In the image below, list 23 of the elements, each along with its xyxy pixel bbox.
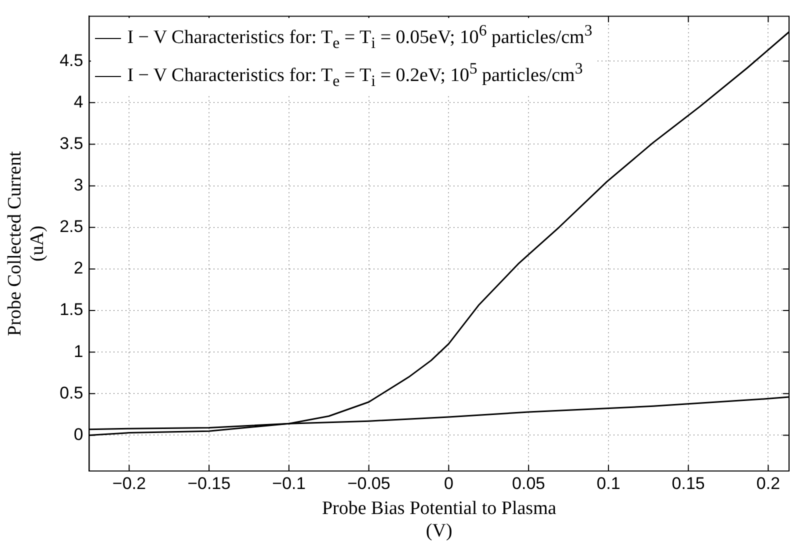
x-tick-label: 0.2 — [756, 474, 780, 493]
y-tick-label: 1 — [74, 342, 84, 361]
y-tick-label: 3 — [74, 176, 84, 194]
y-tick-label: 4.5 — [60, 50, 84, 70]
y-tick-label: 2.5 — [60, 217, 84, 236]
x-tick-label: 0.1 — [596, 474, 620, 493]
x-tick-label: −0.1 — [272, 474, 306, 493]
y-tick-label: 2 — [74, 258, 84, 278]
x-tick-label: −0.2 — [112, 474, 146, 493]
y-tick-label: 0.5 — [60, 383, 84, 402]
y-tick-label: 1.5 — [60, 300, 84, 320]
x-tick-label: 0 — [444, 474, 454, 493]
y-tick-label: 0 — [74, 424, 84, 444]
x-tick-label: 0.15 — [672, 474, 705, 493]
y-tick-label: 3.5 — [60, 134, 84, 153]
x-tick-label: −0.15 — [188, 474, 231, 493]
x-tick-label: −0.05 — [347, 474, 390, 493]
legend-label: I − V Characteristics for: T$_{e}$ = T$_{i}$ = 0.05eV; 10$^{6}$ particles/cm$^{3}$ — [127, 22, 592, 52]
x-axis-title: Probe Bias Potential to Plasma (V) — [322, 498, 557, 542]
y-tick-label: 4 — [74, 92, 84, 112]
y-axis-title: Probe Collected Current (uA) — [4, 150, 48, 336]
legend-label: I − V Characteristics for: T$_{e}$ = T$_{i}$ = 0.2eV; 10$^{5}$ particles/cm$^{3}$ — [127, 60, 583, 90]
x-tick-label: 0.05 — [512, 474, 546, 493]
